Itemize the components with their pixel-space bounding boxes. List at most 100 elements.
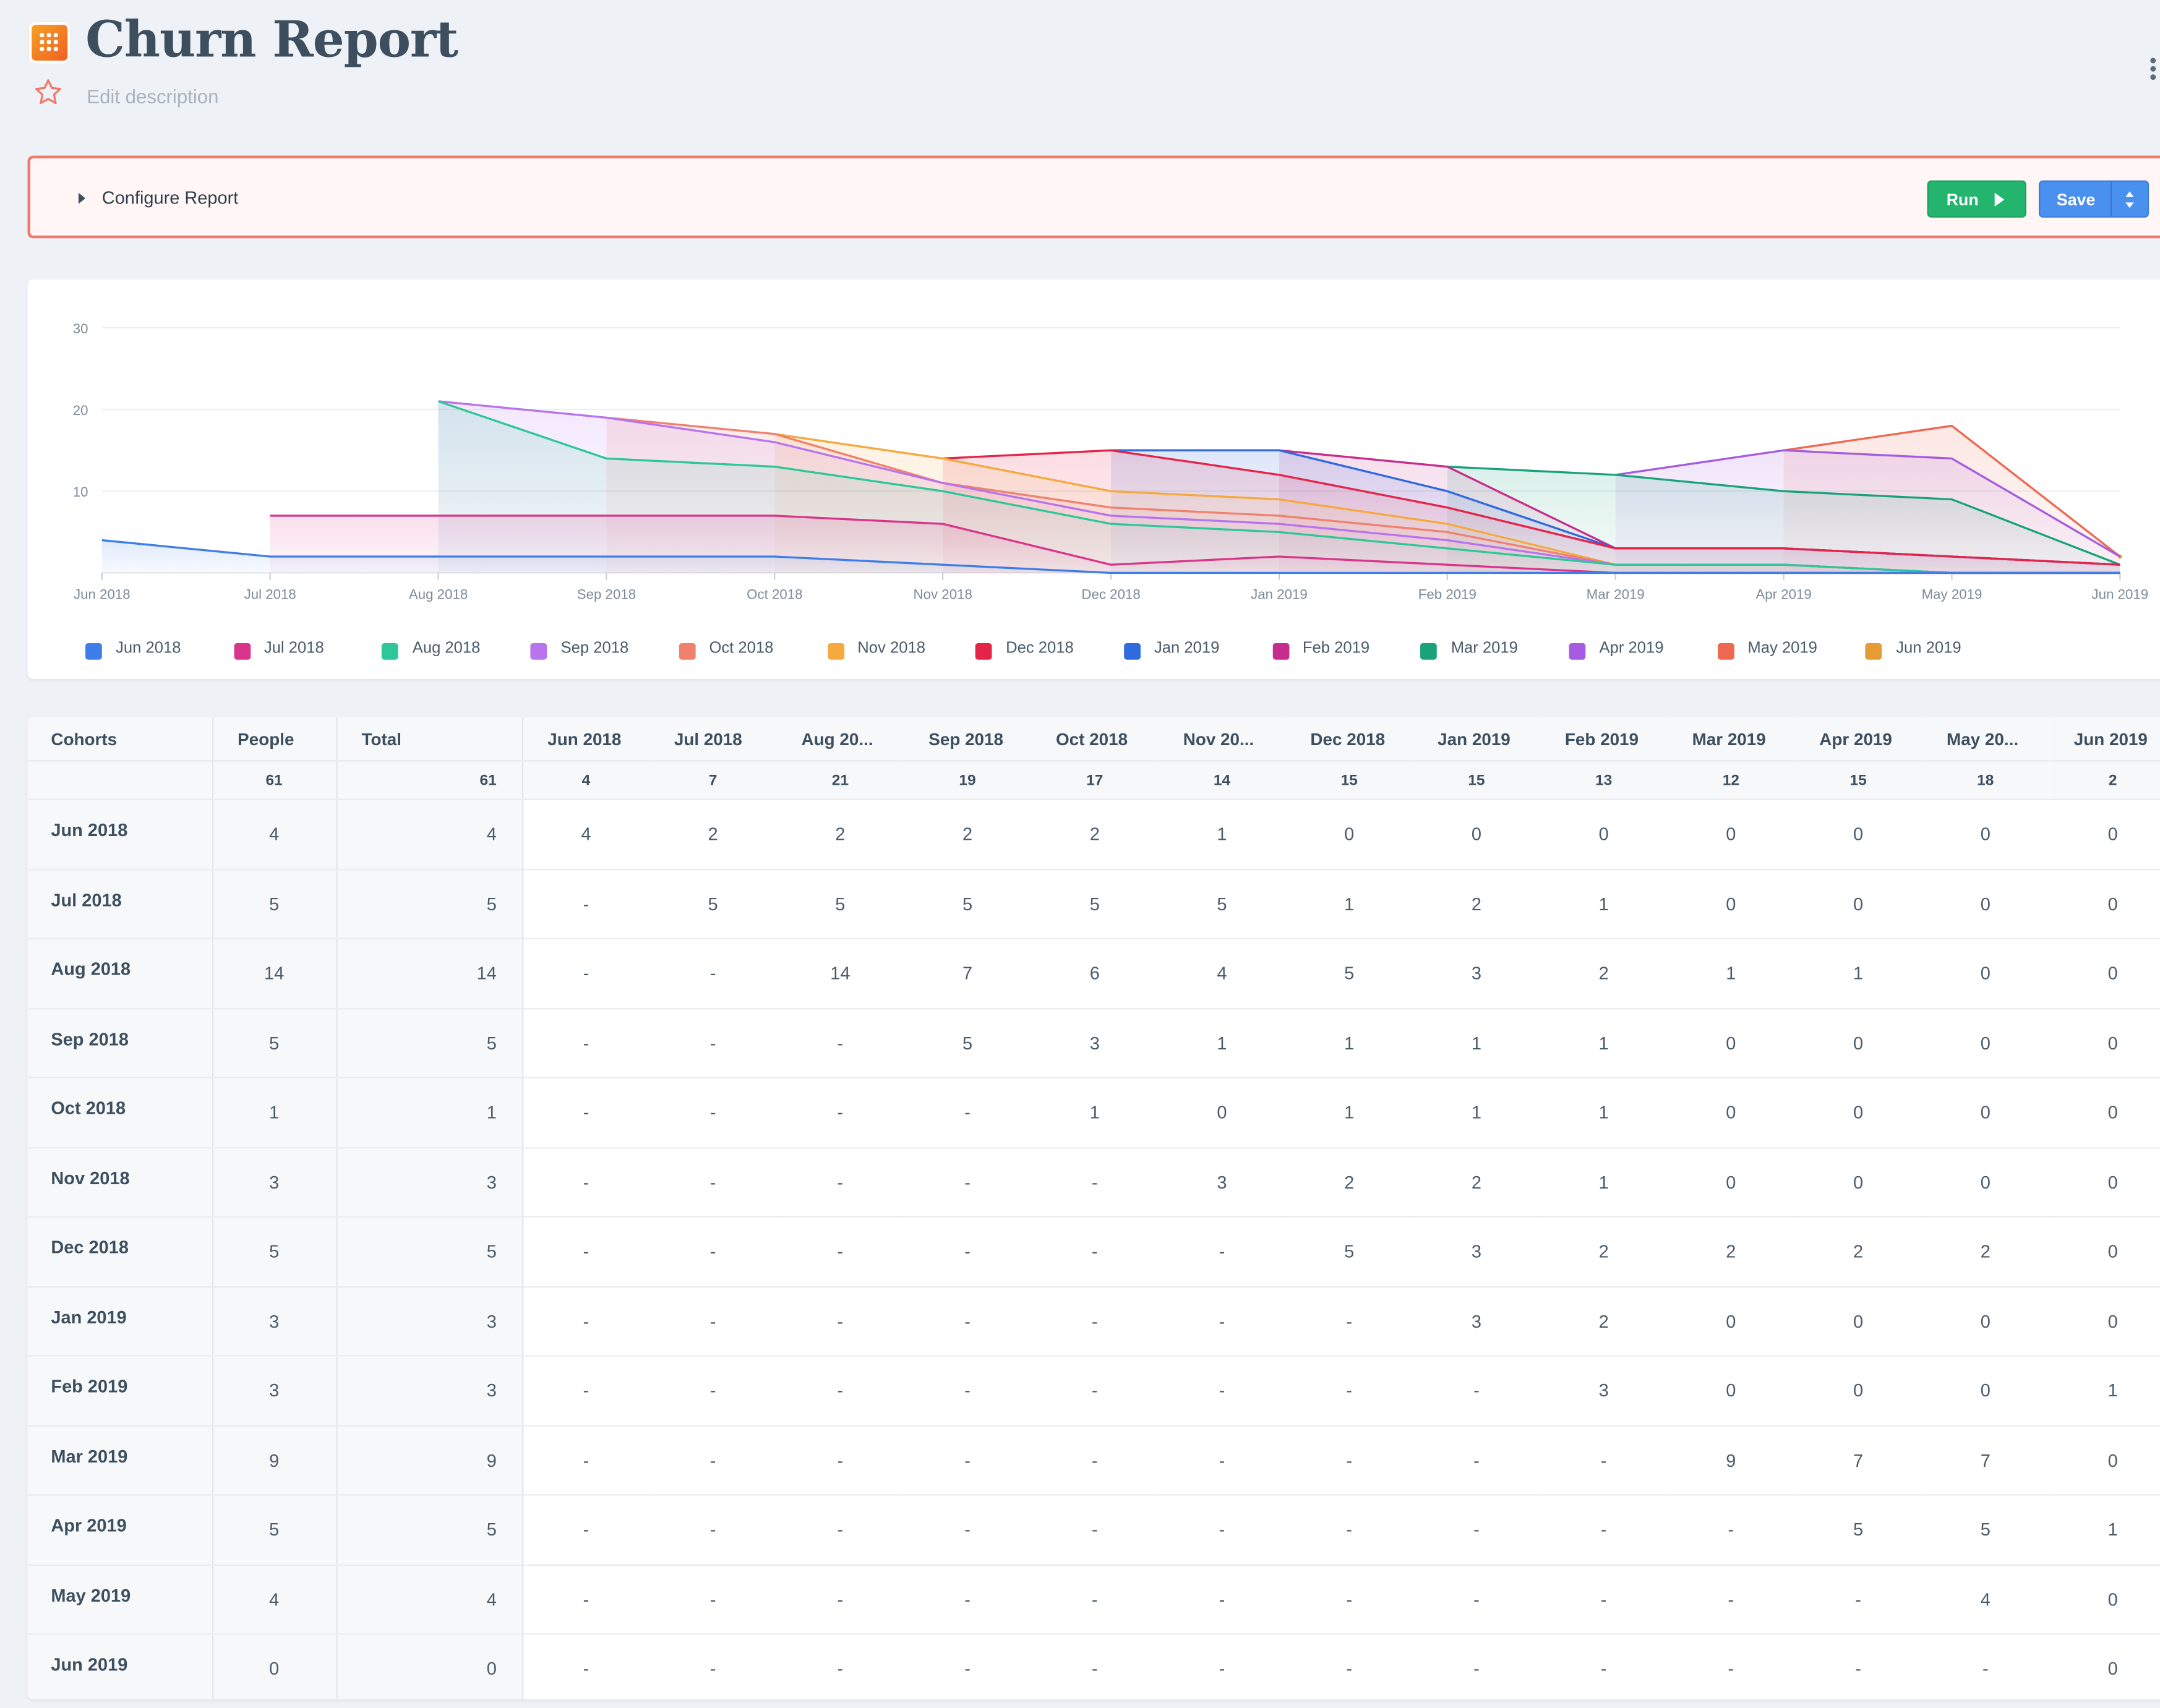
more-options-icon[interactable] bbox=[2146, 55, 2160, 83]
column-header-cohorts[interactable]: Cohorts bbox=[27, 717, 213, 762]
legend-swatch bbox=[827, 643, 844, 660]
cohort-label: Jan 2019 bbox=[27, 1286, 213, 1357]
column-header[interactable]: Apr 2019 bbox=[1794, 717, 1922, 762]
legend-label: Dec 2018 bbox=[1006, 640, 1074, 657]
table-cell: - bbox=[649, 1634, 777, 1700]
column-header[interactable]: Total bbox=[336, 717, 523, 762]
configure-report-label[interactable]: Configure Report bbox=[101, 187, 239, 208]
table-cell: - bbox=[904, 1495, 1031, 1565]
table-cell: - bbox=[1285, 1564, 1413, 1635]
x-tick-label: Mar 2019 bbox=[1587, 587, 1645, 602]
table-cell: 3 bbox=[1031, 1008, 1159, 1078]
table-cell: 1 bbox=[1540, 1147, 1668, 1218]
table-cell: - bbox=[649, 1564, 777, 1635]
table-cell: 2 bbox=[776, 799, 904, 870]
table-cell: - bbox=[522, 1077, 649, 1148]
table-cell: - bbox=[1031, 1495, 1159, 1565]
cohort-label: Mar 2019 bbox=[27, 1425, 213, 1496]
table-row: Sep 2018 5 5- - -5 3 1 1 1 1 0 0 0 0 bbox=[27, 1008, 2160, 1078]
table-cell: 0 bbox=[2049, 1077, 2160, 1148]
legend-swatch bbox=[530, 643, 547, 660]
table-cell: 0 bbox=[2049, 1147, 2160, 1218]
table-cell: - bbox=[1413, 1634, 1540, 1700]
table-cell: 5 bbox=[1921, 1495, 2049, 1565]
table-cell: 1 bbox=[1540, 869, 1668, 939]
column-header[interactable]: Jun 2018 bbox=[522, 717, 649, 762]
table-cell: 5 bbox=[336, 1495, 523, 1565]
table-cell: - bbox=[904, 1634, 1031, 1700]
table-cell: - bbox=[522, 1634, 649, 1700]
table-cell: - bbox=[776, 1147, 904, 1218]
save-button[interactable]: Save bbox=[2038, 180, 2149, 218]
table-cell: 0 bbox=[1794, 1077, 1922, 1148]
table-cell: 0 bbox=[1794, 1008, 1922, 1078]
column-total: 7 bbox=[649, 761, 777, 800]
column-header[interactable]: Feb 2019 bbox=[1540, 717, 1668, 762]
series-line bbox=[1615, 449, 2121, 558]
column-header[interactable]: May 20... bbox=[1921, 717, 2049, 762]
column-total bbox=[27, 761, 213, 800]
column-header[interactable]: Jan 2019 bbox=[1413, 717, 1540, 762]
table-cell: 0 bbox=[2049, 1564, 2160, 1635]
table-row: Jul 2018 5 5-5 5 5 5 5 1 2 1 0 0 0 0 bbox=[27, 869, 2160, 939]
table-cell: - bbox=[1540, 1425, 1668, 1496]
table-cell: 0 bbox=[1667, 869, 1795, 939]
legend-label: Jan 2019 bbox=[1154, 640, 1220, 657]
column-header[interactable]: Sep 2018 bbox=[904, 717, 1031, 762]
table-cell: - bbox=[522, 1147, 649, 1218]
column-header[interactable]: Aug 20... bbox=[776, 717, 904, 762]
legend-swatch bbox=[382, 643, 399, 660]
column-header[interactable]: Nov 20... bbox=[1158, 717, 1286, 762]
table-cell: - bbox=[649, 1495, 777, 1565]
table-cell: 5 bbox=[212, 1216, 337, 1287]
table-cell: 9 bbox=[212, 1425, 337, 1496]
table-cell: 0 bbox=[1921, 869, 2049, 939]
table-cell: 0 bbox=[2049, 869, 2160, 939]
x-tick-label: Feb 2019 bbox=[1418, 587, 1476, 602]
expand-caret-icon[interactable] bbox=[78, 192, 86, 204]
legend-label: Oct 2018 bbox=[709, 640, 774, 657]
legend-swatch bbox=[1272, 643, 1289, 660]
x-tick-label: Oct 2018 bbox=[747, 587, 802, 602]
x-tick-label: May 2019 bbox=[1922, 587, 1982, 602]
column-header[interactable]: Jul 2018 bbox=[649, 717, 777, 762]
table-cell: - bbox=[1794, 1564, 1922, 1635]
table-cell: 0 bbox=[336, 1634, 523, 1700]
x-tick-label: Apr 2019 bbox=[1755, 587, 1811, 602]
column-header[interactable]: Oct 2018 bbox=[1031, 717, 1159, 762]
table-cell: - bbox=[1031, 1634, 1159, 1700]
table-cell: 1 bbox=[1540, 1008, 1668, 1078]
legend-label: Mar 2019 bbox=[1451, 640, 1518, 657]
column-header[interactable]: Dec 2018 bbox=[1285, 717, 1413, 762]
table-cell: 2 bbox=[1031, 799, 1159, 870]
table-cell: 1 bbox=[336, 1077, 523, 1148]
table-cell: 3 bbox=[1540, 1356, 1668, 1427]
table-cell: 1 bbox=[1413, 1077, 1540, 1148]
table-cell: - bbox=[1158, 1634, 1286, 1700]
edit-description[interactable]: Edit description bbox=[87, 85, 219, 108]
legend-swatch bbox=[1866, 643, 1882, 660]
cohort-label: Nov 2018 bbox=[27, 1147, 213, 1218]
table-cell: 3 bbox=[1413, 1216, 1540, 1287]
legend-swatch bbox=[233, 643, 251, 660]
column-total: 21 bbox=[776, 761, 904, 800]
configure-report-panel[interactable]: Configure Report Run Save bbox=[27, 155, 2160, 239]
column-header[interactable]: Jun 2019 bbox=[2049, 717, 2160, 762]
table-cell: 1 bbox=[1158, 1008, 1286, 1078]
table-cell: 0 bbox=[1794, 799, 1922, 870]
column-header[interactable]: Mar 2019 bbox=[1667, 717, 1795, 762]
table-cell: - bbox=[649, 938, 777, 1009]
x-tick-label: Aug 2018 bbox=[409, 587, 468, 602]
cohort-label: May 2019 bbox=[27, 1564, 213, 1635]
table-cell: - bbox=[522, 938, 649, 1009]
table-cell: 5 bbox=[776, 869, 904, 939]
save-options-chevron-icon[interactable] bbox=[2124, 189, 2135, 211]
table-cell: 0 bbox=[1794, 1356, 1922, 1427]
table-cell: 0 bbox=[2049, 1008, 2160, 1078]
table-cell: 0 bbox=[1667, 1356, 1795, 1427]
table-cell: 0 bbox=[1667, 1147, 1795, 1218]
column-header[interactable]: People bbox=[212, 717, 337, 762]
favorite-star-icon[interactable] bbox=[33, 77, 63, 108]
run-button[interactable]: Run bbox=[1927, 180, 2026, 218]
